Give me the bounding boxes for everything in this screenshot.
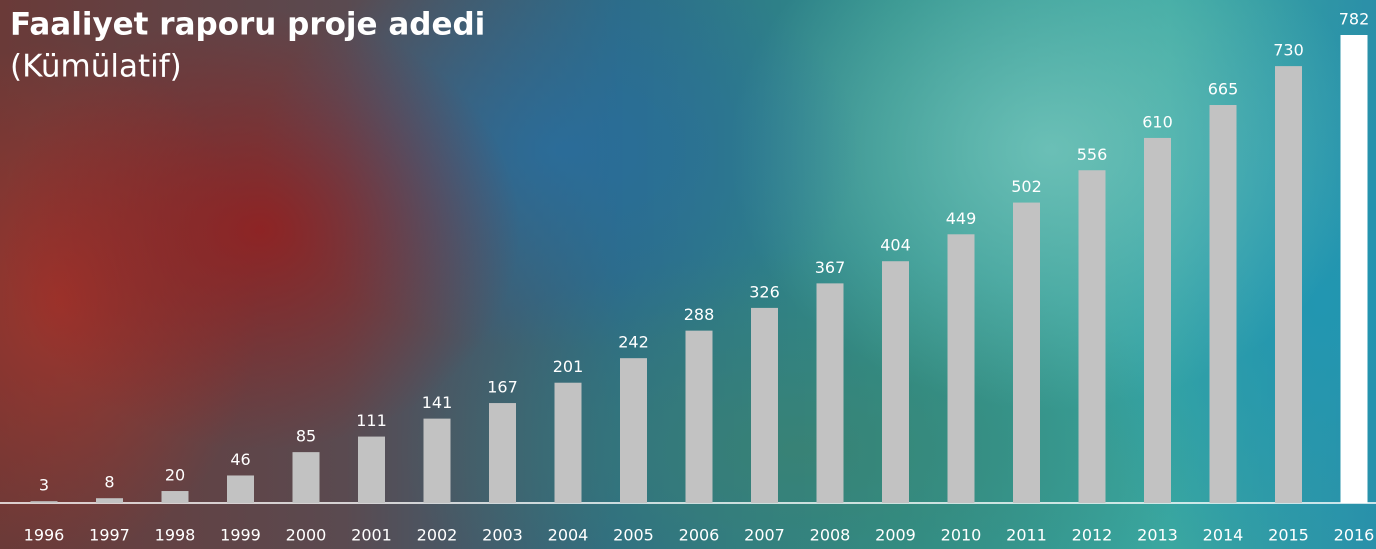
bar [1078, 170, 1106, 503]
x-tick-label: 1997 [89, 526, 130, 545]
bar [292, 452, 320, 503]
bar [1144, 137, 1171, 503]
bar [358, 436, 385, 503]
bar [620, 358, 647, 503]
x-tick-label: 2013 [1137, 526, 1178, 545]
bar [816, 283, 844, 503]
x-tick-label: 2014 [1203, 526, 1244, 545]
bar [554, 382, 582, 503]
x-tick-label: 1999 [220, 526, 261, 545]
value-label: 8 [104, 473, 114, 492]
bar [1275, 66, 1302, 503]
value-label: 201 [553, 357, 584, 376]
bar [30, 501, 58, 503]
value-label: 782 [1339, 10, 1370, 29]
value-label: 610 [1142, 112, 1173, 131]
value-label: 141 [422, 393, 453, 412]
x-tick-label: 2001 [351, 526, 392, 545]
value-label: 326 [749, 282, 780, 301]
x-tick-label: 2008 [810, 526, 851, 545]
x-tick-label: 2010 [941, 526, 982, 545]
bar [489, 403, 516, 503]
bar [227, 475, 254, 503]
value-label: 167 [487, 378, 518, 397]
value-label: 3 [39, 476, 49, 495]
bar [882, 261, 909, 503]
x-tick-label: 2012 [1072, 526, 1113, 545]
x-tick-label: 1998 [155, 526, 196, 545]
x-tick-label: 2005 [613, 526, 654, 545]
bar [161, 491, 189, 503]
value-label: 46 [230, 450, 250, 469]
bar [947, 234, 975, 503]
chart-subtitle: (Kümülatif) [10, 49, 182, 85]
bar [685, 330, 713, 503]
x-tick-label: 2016 [1334, 526, 1375, 545]
bar [1013, 202, 1040, 504]
value-label: 242 [618, 333, 649, 352]
value-label: 404 [880, 236, 911, 255]
value-label: 730 [1273, 41, 1304, 60]
x-tick-label: 2002 [417, 526, 458, 545]
chart-title: Faaliyet raporu proje adedi [10, 7, 485, 43]
value-label: 502 [1011, 177, 1042, 196]
x-tick-label: 2003 [482, 526, 523, 545]
x-tick-label: 2015 [1268, 526, 1309, 545]
x-tick-label: 2011 [1006, 526, 1047, 545]
value-label: 665 [1208, 80, 1239, 99]
x-tick-label: 2009 [875, 526, 916, 545]
x-tick-label: 2004 [548, 526, 589, 545]
value-label: 367 [815, 258, 846, 277]
bar [96, 498, 123, 503]
x-tick-label: 2007 [744, 526, 785, 545]
value-label: 111 [356, 411, 387, 430]
bar [751, 307, 778, 503]
value-label: 20 [165, 466, 185, 485]
x-tick-label: 2006 [679, 526, 720, 545]
x-tick-label: 2000 [286, 526, 327, 545]
value-label: 556 [1077, 145, 1108, 164]
value-label: 85 [296, 427, 316, 446]
value-label: 449 [946, 209, 977, 228]
bar [1209, 105, 1237, 504]
x-tick-label: 1996 [24, 526, 65, 545]
bar [423, 418, 451, 503]
value-label: 288 [684, 305, 715, 324]
bar [1340, 35, 1368, 503]
